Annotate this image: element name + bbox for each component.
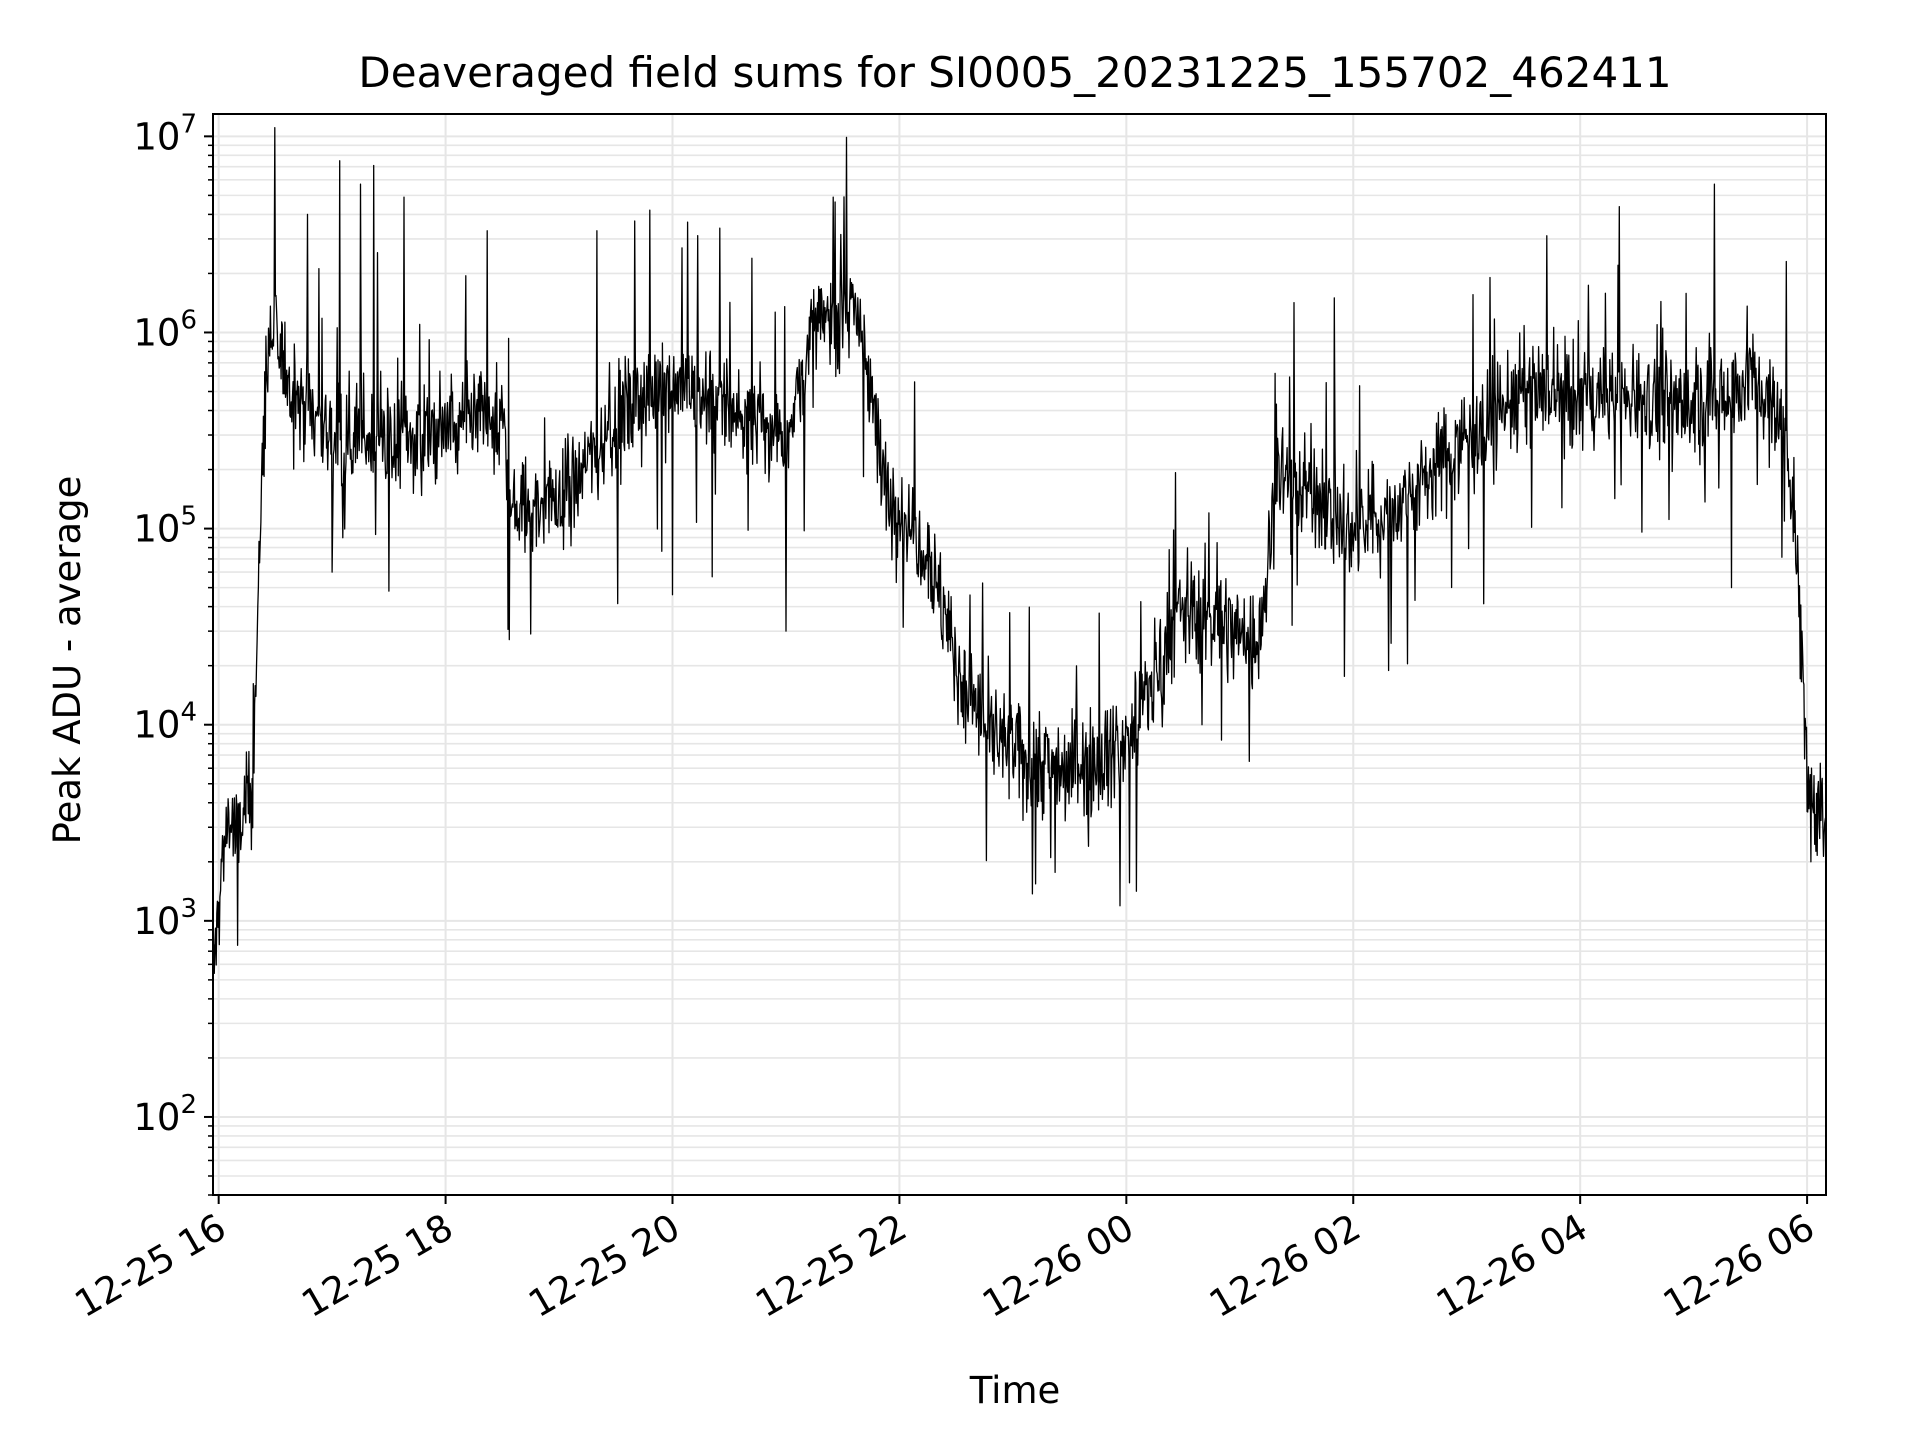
series-line xyxy=(212,127,1827,975)
y-tick-label: 105 xyxy=(133,502,197,551)
y-axis-ticks: 102 103 104 105 106 107 xyxy=(133,109,213,1196)
y-tick-label: 106 xyxy=(133,305,197,354)
y-tick-label: 104 xyxy=(133,698,197,747)
y-axis-label: Peak ADU - average xyxy=(46,476,89,845)
y-tick-label: 102 xyxy=(133,1090,197,1139)
plot-frame xyxy=(212,113,1827,1196)
y-tick-label: 107 xyxy=(133,109,197,158)
x-axis-label: Time xyxy=(969,1369,1061,1412)
chart-title: Deaveraged field sums for SI0005_2023122… xyxy=(358,48,1671,97)
y-tick-label: 103 xyxy=(133,894,197,943)
data-series xyxy=(212,127,1827,975)
